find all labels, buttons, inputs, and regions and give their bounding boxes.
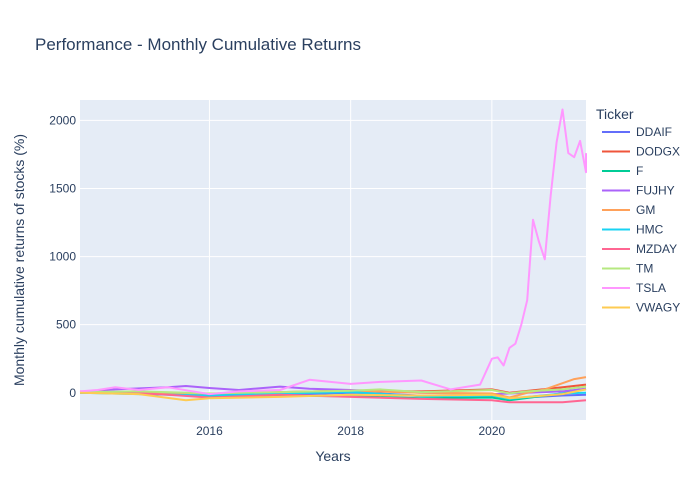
y-tick-label: 1500 — [49, 182, 76, 196]
legend-label: FUJHY — [636, 184, 675, 198]
x-axis-label: Years — [315, 448, 350, 464]
legend-label: VWAGY — [636, 301, 680, 315]
x-tick-label: 2018 — [337, 424, 364, 438]
legend-label: DDAIF — [636, 125, 672, 139]
plot-area[interactable] — [80, 100, 586, 420]
y-tick-label: 1000 — [49, 250, 76, 264]
legend-label: HMC — [636, 223, 664, 237]
legend: DDAIF DODGX F FUJHY GM HMC MZDAY TM TSLA VWAGY — [602, 125, 680, 315]
y-axis-ticks: 0 500 1000 1500 2000 — [49, 113, 76, 399]
y-tick-label: 0 — [69, 386, 76, 400]
legend-item-dodgx[interactable]: DODGX — [602, 145, 680, 159]
y-tick-label: 500 — [56, 318, 76, 332]
legend-label: DODGX — [636, 145, 680, 159]
series-line-mzday[interactable] — [79, 390, 587, 404]
legend-item-ddaif[interactable]: DDAIF — [602, 125, 672, 139]
series-lines — [79, 108, 587, 404]
legend-item-gm[interactable]: GM — [602, 203, 655, 217]
legend-item-tsla[interactable]: TSLA — [602, 281, 666, 295]
legend-label: MZDAY — [636, 242, 677, 256]
x-axis-ticks: 2016 2018 2020 — [196, 424, 505, 438]
x-tick-label: 2016 — [196, 424, 223, 438]
legend-label: F — [636, 164, 643, 178]
legend-item-mzday[interactable]: MZDAY — [602, 242, 677, 256]
legend-title: Ticker — [596, 106, 634, 122]
series-line-tsla[interactable] — [79, 108, 587, 396]
legend-item-fujhy[interactable]: FUJHY — [602, 184, 675, 198]
legend-label: TSLA — [636, 281, 666, 295]
legend-item-f[interactable]: F — [602, 164, 643, 178]
legend-item-tm[interactable]: TM — [602, 262, 653, 276]
y-tick-label: 2000 — [49, 113, 76, 127]
chart-title: Performance - Monthly Cumulative Returns — [35, 35, 361, 54]
legend-label: TM — [636, 262, 653, 276]
y-axis-label: Monthly cumulative returns of stocks (%) — [11, 134, 27, 386]
legend-label: GM — [636, 203, 655, 217]
legend-item-hmc[interactable]: HMC — [602, 223, 664, 237]
series-line-vwagy[interactable] — [79, 388, 587, 402]
legend-item-vwagy[interactable]: VWAGY — [602, 301, 680, 315]
x-tick-label: 2020 — [479, 424, 506, 438]
